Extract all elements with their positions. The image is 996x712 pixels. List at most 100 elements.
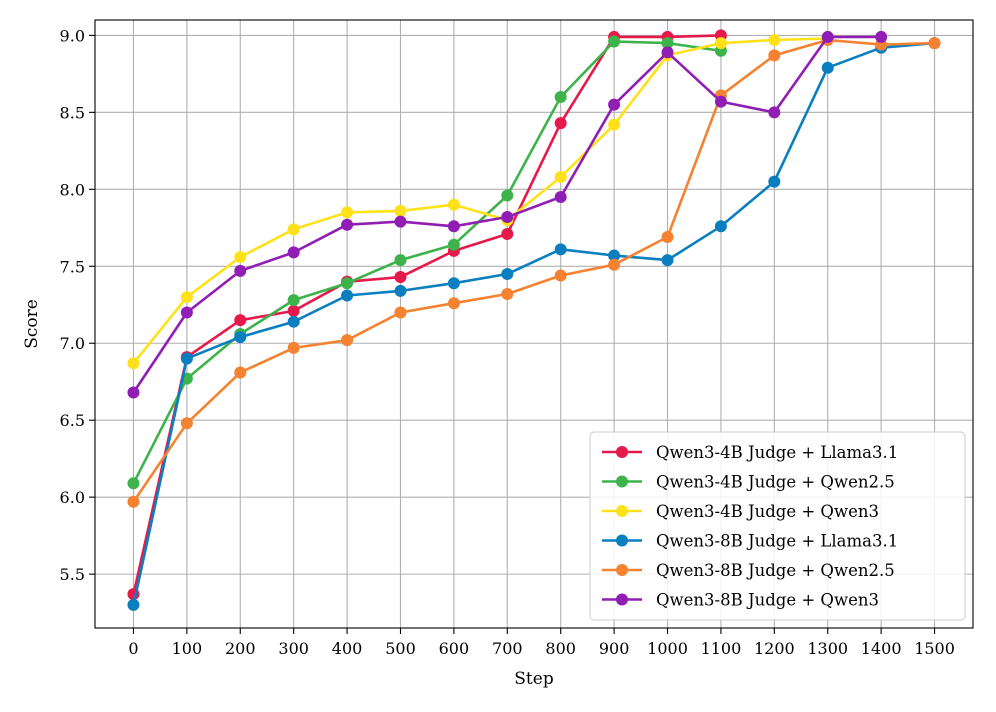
data-point — [661, 46, 674, 59]
data-point — [875, 30, 888, 43]
legend-swatch-marker — [616, 534, 628, 547]
data-point — [180, 291, 193, 304]
data-point — [608, 249, 621, 262]
data-point — [554, 243, 567, 256]
legend-swatch-marker — [616, 475, 628, 488]
x-axis: 0 100 200 300 400 500 600 700 800 900 1000 1100 1200… — [128, 628, 955, 658]
data-point — [394, 215, 407, 228]
legend-item: Qwen3-8B Judge + Qwen2.5 — [602, 561, 895, 580]
y-tick-label: 7.5 — [60, 257, 85, 276]
data-point — [341, 206, 354, 219]
x-tick-label: 600 — [439, 639, 470, 658]
legend-item: Qwen3-4B Judge + Qwen3 — [602, 502, 879, 521]
data-point — [447, 220, 460, 233]
legend-item: Qwen3-4B Judge + Llama3.1 — [602, 443, 898, 462]
data-point — [501, 189, 514, 202]
data-point — [127, 386, 140, 399]
data-point — [661, 37, 674, 50]
x-axis-title: Step — [514, 669, 554, 689]
series-line — [132, 41, 935, 606]
legend-swatch-marker — [616, 446, 628, 458]
series-layer — [127, 29, 941, 611]
data-point — [234, 366, 247, 379]
series-line — [132, 37, 828, 365]
data-point — [768, 34, 781, 47]
plot-frame — [94, 19, 974, 629]
data-point — [554, 191, 567, 204]
data-point — [287, 223, 300, 236]
y-tick-label: 8.5 — [60, 103, 85, 122]
y-axis: 5.5 6.0 6.5 7.0 7.5 8.0 8.5 9.0 — [60, 26, 95, 584]
data-point — [768, 49, 781, 62]
x-tick-label: 1400 — [861, 639, 902, 658]
data-point — [554, 171, 567, 184]
data-point — [341, 277, 354, 290]
data-point — [287, 341, 300, 354]
x-tick-label: 1200 — [754, 639, 795, 658]
data-point — [127, 477, 140, 490]
data-point — [341, 334, 354, 347]
data-point — [928, 37, 941, 50]
legend-label: Qwen3-4B Judge + Qwen2.5 — [656, 473, 895, 492]
data-point — [287, 315, 300, 328]
data-point — [501, 267, 514, 280]
legend-label: Qwen3-8B Judge + Qwen2.5 — [656, 561, 895, 580]
data-point — [821, 61, 834, 74]
data-point — [501, 287, 514, 300]
y-tick-label: 6.0 — [60, 488, 85, 507]
legend-label: Qwen3-4B Judge + Qwen3 — [656, 502, 879, 521]
legend-label: Qwen3-8B Judge + Qwen3 — [656, 591, 879, 610]
data-point — [234, 314, 247, 327]
y-tick-label: 9.0 — [60, 26, 85, 45]
data-point — [394, 254, 407, 267]
data-point — [287, 294, 300, 307]
data-point — [714, 220, 727, 233]
data-point — [821, 30, 834, 43]
y-tick-label: 5.5 — [60, 565, 85, 584]
x-tick-label: 800 — [545, 639, 576, 658]
x-tick-label: 1100 — [701, 639, 742, 658]
data-point — [180, 306, 193, 319]
legend: Qwen3-4B Judge + Llama3.1 Qwen3-4B Judge … — [589, 431, 966, 621]
data-point — [447, 198, 460, 211]
data-point — [180, 352, 193, 365]
legend-swatch-marker — [616, 593, 628, 606]
data-point — [394, 284, 407, 297]
data-point — [447, 238, 460, 251]
data-point — [768, 175, 781, 188]
data-point — [714, 37, 727, 50]
data-point — [287, 246, 300, 259]
x-tick-label: 1000 — [647, 639, 688, 658]
data-point — [447, 297, 460, 310]
data-point — [608, 258, 621, 271]
data-point — [661, 231, 674, 244]
data-point — [554, 90, 567, 103]
data-point — [554, 269, 567, 282]
data-point — [127, 357, 140, 370]
data-point — [661, 254, 674, 267]
data-point — [394, 271, 407, 284]
x-tick-label: 1500 — [914, 639, 955, 658]
data-point — [127, 495, 140, 508]
data-point — [608, 118, 621, 131]
x-tick-label: 300 — [278, 639, 309, 658]
data-point — [127, 598, 140, 611]
legend-swatch-marker — [616, 564, 628, 576]
data-point — [287, 304, 300, 317]
legend-box — [589, 431, 966, 621]
data-point — [608, 35, 621, 48]
y-axis-title: Score — [22, 299, 42, 349]
x-tick-label: 1300 — [807, 639, 848, 658]
x-tick-label: 200 — [225, 639, 256, 658]
series-line — [132, 34, 721, 595]
legend-swatch-marker — [616, 505, 628, 517]
x-tick-label: 0 — [128, 639, 138, 658]
data-point — [554, 117, 567, 130]
data-point — [394, 306, 407, 319]
data-point — [714, 95, 727, 108]
data-point — [341, 289, 354, 302]
x-tick-label: 900 — [599, 639, 630, 658]
x-tick-label: 100 — [172, 639, 203, 658]
y-tick-label: 7.0 — [60, 334, 85, 353]
x-tick-label: 500 — [385, 639, 416, 658]
